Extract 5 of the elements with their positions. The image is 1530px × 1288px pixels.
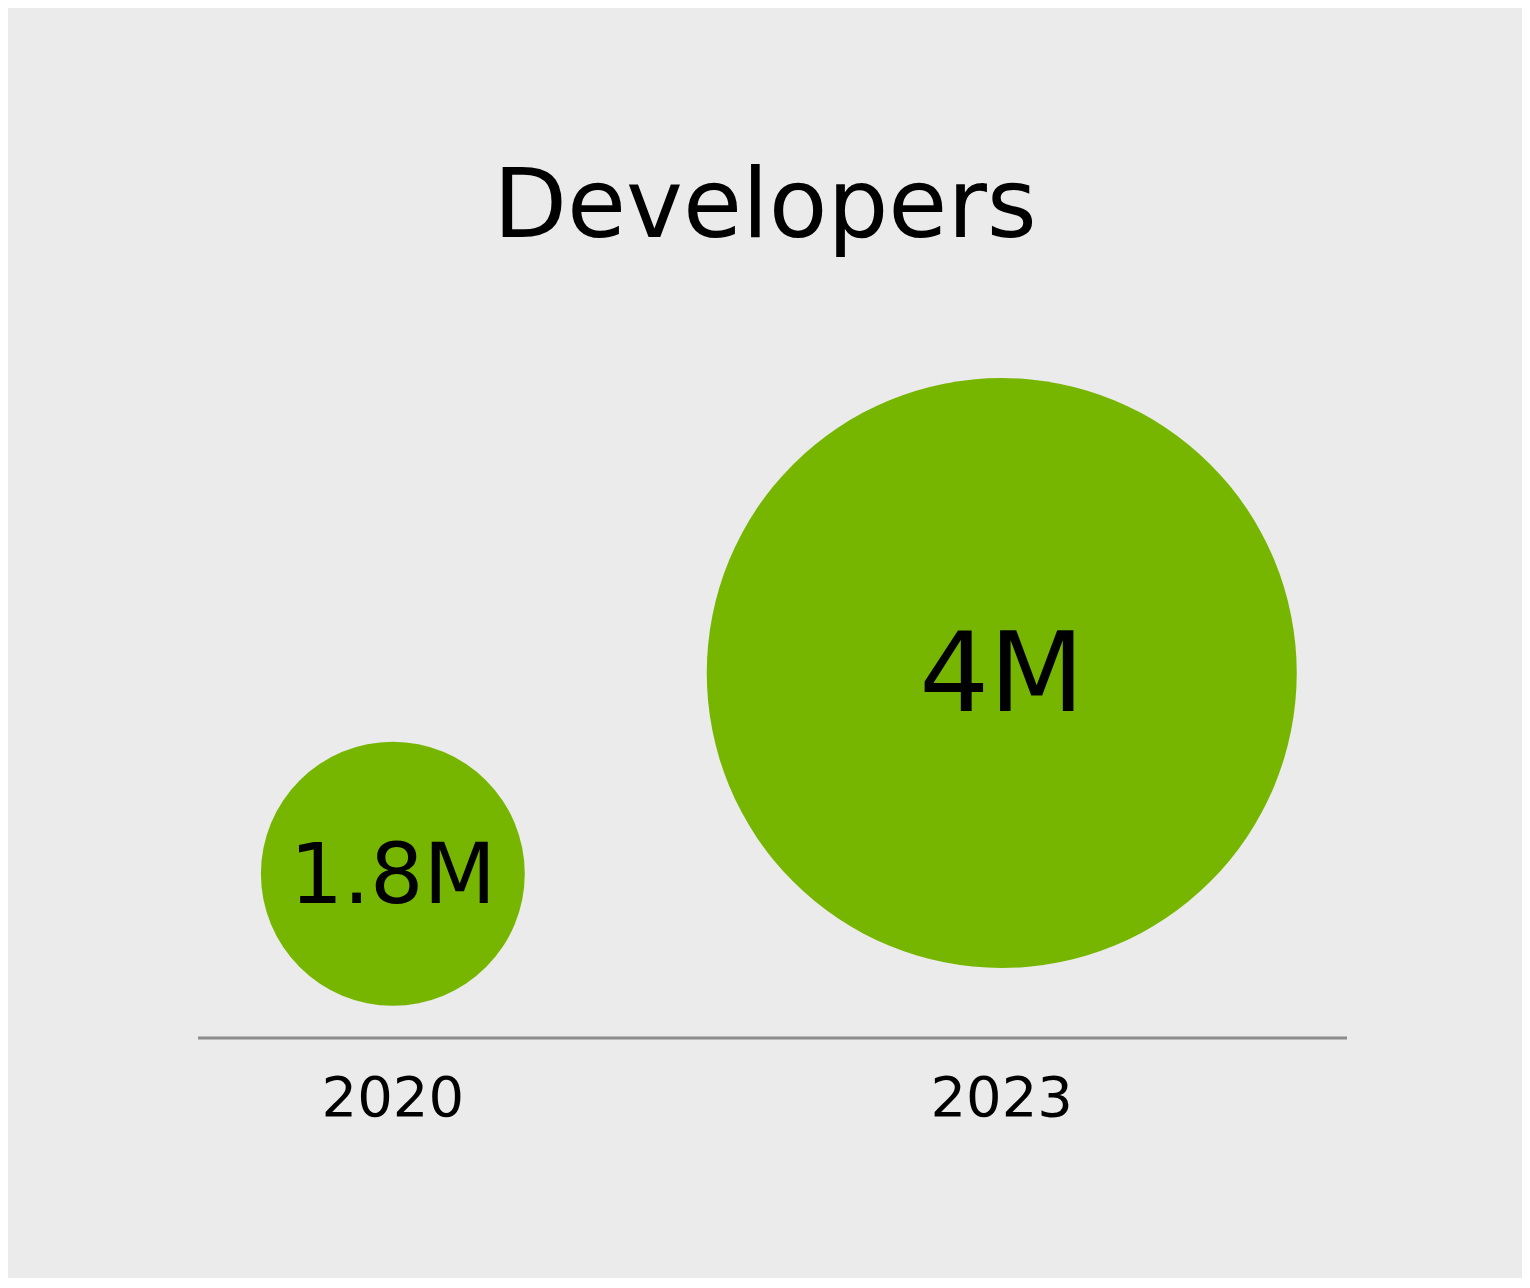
data-label: 1.8M xyxy=(289,824,496,923)
chart-title: Developers xyxy=(492,148,1038,260)
x-tick-label: 2023 xyxy=(930,1063,1074,1129)
data-label: 4M xyxy=(919,609,1085,737)
x-tick-label: 2020 xyxy=(321,1063,465,1129)
